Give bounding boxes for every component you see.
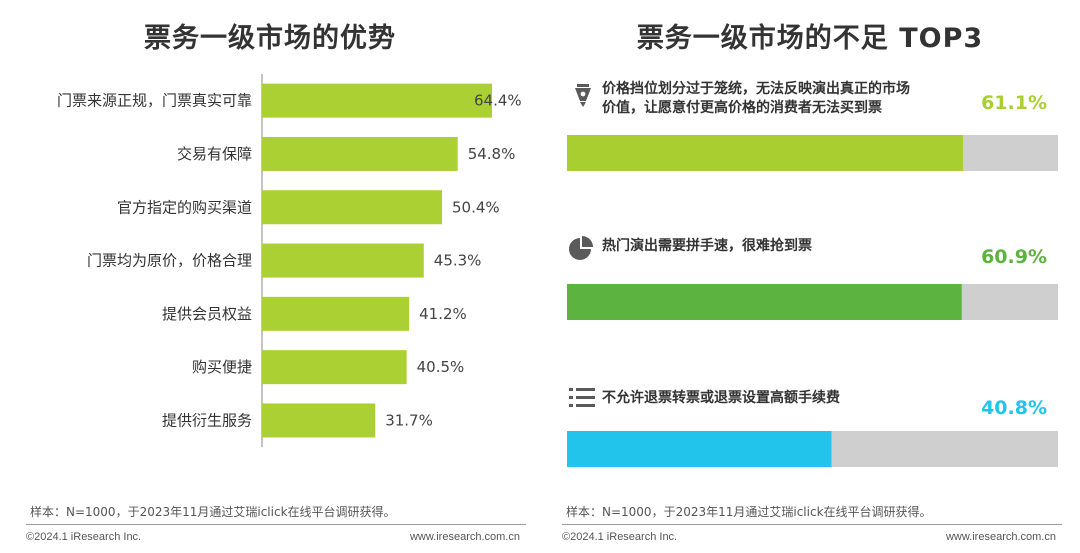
category-label: 购买便捷 <box>192 358 252 376</box>
bar <box>567 135 964 171</box>
value-label: 45.3% <box>434 252 482 270</box>
shortcoming-2-line1: 热门演出需要拼手速，很难抢到票 <box>602 238 812 254</box>
shortcoming-1-percent: 61.1% <box>981 92 1047 114</box>
left-footer-divider <box>26 524 526 525</box>
category-label: 门票来源正规，门票真实可靠 <box>57 92 252 110</box>
category-label: 提供会员权益 <box>162 305 252 323</box>
category-label: 官方指定的购买渠道 <box>117 198 252 216</box>
right-chart-title: 票务一级市场的不足 TOP3 <box>636 23 984 54</box>
category-label: 交易有保障 <box>177 145 252 163</box>
shortcoming-3-percent: 40.8% <box>981 397 1047 419</box>
value-label: 54.8% <box>468 145 516 163</box>
category-label: 提供衍生服务 <box>162 411 252 429</box>
value-label: 64.4% <box>474 92 522 110</box>
shortcoming-1-text: 价格挡位划分过于笼统，无法反映演出真正的市场 价值，让愿意付更高价格的消费者无法… <box>602 80 910 118</box>
category-label: 门票均为原价，价格合理 <box>87 252 252 270</box>
value-label: 50.4% <box>452 198 500 216</box>
shortcoming-1-line2: 价值，让愿意付更高价格的消费者无法买到票 <box>602 100 882 116</box>
right-website: www.iresearch.com.cn <box>945 531 1056 543</box>
right-footer-divider <box>562 524 1062 525</box>
right-copyright: ©2024.1 iResearch Inc. <box>562 531 678 543</box>
left-panel: 票务一级市场的优势 门票来源正规，门票真实可靠 64.4% 交易有保障 54.8% 官方… <box>26 23 526 543</box>
shortcoming-3-line1: 不允许退票转票或退票设置高额手续费 <box>602 390 840 406</box>
bar <box>262 136 458 171</box>
right-panel: 票务一级市场的不足 TOP3 价格挡位划分过于笼统，无法反映演出真正的市场 价值… <box>540 0 1080 553</box>
bar <box>262 83 492 118</box>
bar <box>262 190 442 225</box>
value-label: 41.2% <box>419 305 467 323</box>
bar <box>262 243 424 278</box>
left-website: www.iresearch.com.cn <box>409 531 520 543</box>
bar <box>262 403 376 438</box>
value-label: 31.7% <box>385 411 433 429</box>
left-sample-note: 样本：N=1000，于2023年11月通过艾瑞iclick在线平台调研获得。 <box>30 505 396 519</box>
shortcoming-3-text: 不允许退票转票或退票设置高额手续费 <box>602 389 840 408</box>
list-icon <box>568 385 595 411</box>
shortcoming-2-text: 热门演出需要拼手速，很难抢到票 <box>602 237 812 256</box>
left-copyright: ©2024.1 iResearch Inc. <box>26 531 142 543</box>
bar <box>262 296 410 331</box>
left-chart-title: 票务一级市场的优势 <box>144 23 396 54</box>
shortcoming-2-percent: 60.9% <box>981 246 1047 268</box>
advantages-bar-chart: 门票来源正规，门票真实可靠 64.4% 交易有保障 54.8% 官方指定的购买渠道 50.… <box>57 74 522 448</box>
pen-nib-icon <box>570 82 596 108</box>
value-label: 40.5% <box>417 358 465 376</box>
right-sample-note: 样本：N=1000，于2023年11月通过艾瑞iclick在线平台调研获得。 <box>566 505 932 519</box>
bar <box>567 431 832 467</box>
pie-chart-icon <box>568 235 594 261</box>
bar <box>262 350 407 385</box>
shortcomings-bar-chart <box>567 135 1058 467</box>
shortcoming-1-line1: 价格挡位划分过于笼统，无法反映演出真正的市场 <box>602 81 910 97</box>
bar <box>567 284 962 320</box>
